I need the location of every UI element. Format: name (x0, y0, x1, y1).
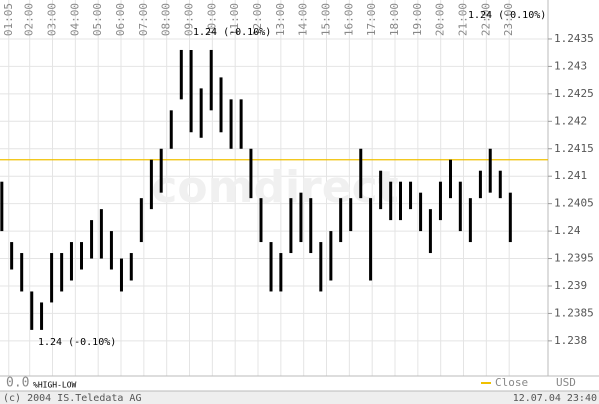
copyright: (c) 2004 IS.Teledata AG (3, 393, 141, 404)
x-tick-label: 19:00 (411, 3, 424, 36)
y-tick-label: 1.239 (554, 279, 587, 292)
grid (0, 0, 548, 376)
y-tick-label: 1.242 (554, 114, 587, 127)
currency: USD (556, 376, 576, 389)
footer-bg (0, 391, 599, 404)
x-tick-label: 15:00 (320, 3, 333, 36)
y-tick-label: 1.2385 (554, 306, 594, 319)
y-tick-label: 1.2405 (554, 197, 594, 210)
x-tick-label: 11:00 (228, 3, 241, 36)
scale-start: 0.0 (6, 376, 29, 391)
x-tick-label: 14:00 (297, 3, 310, 36)
annotation: 1.24 (-0.10%) (468, 10, 546, 21)
y-tick-label: 1.2415 (554, 142, 594, 155)
annotation: 1.24 (-0.10%) (193, 27, 271, 38)
annotation: 1.24 (-0.10%) (38, 337, 116, 348)
x-tick-label: 02:00 (23, 3, 36, 36)
x-tick-label: 18:00 (388, 3, 401, 36)
x-tick-label: 22:00 (479, 3, 492, 36)
y-tick-label: 1.24 (554, 224, 581, 237)
scale-mode: %HIGH-LOW (33, 381, 77, 390)
y-tick-label: 1.241 (554, 169, 587, 182)
x-tick-label: 21:00 (457, 3, 470, 36)
x-tick-label: 06:00 (114, 3, 127, 36)
y-tick-label: 1.2425 (554, 87, 594, 100)
legend-label: Close (495, 376, 528, 389)
x-tick-label: 07:00 (137, 3, 150, 36)
x-tick-label: 03:00 (46, 3, 59, 36)
y-tick-label: 1.2395 (554, 252, 594, 265)
x-tick-label: 05:00 (91, 3, 104, 36)
y-tick-label: 1.238 (554, 334, 587, 347)
y-tick-label: 1.2435 (554, 32, 594, 45)
x-tick-label: 13:00 (274, 3, 287, 36)
x-tick-label: 17:00 (365, 3, 378, 36)
x-tick-label: 04:00 (68, 3, 81, 36)
x-tick-label: 10:00 (205, 3, 218, 36)
x-tick-label: 09:00 (183, 3, 196, 36)
x-tick-label: 23:00 (502, 3, 515, 36)
x-tick-label: 20:00 (434, 3, 447, 36)
watermark: comdirect (151, 162, 398, 213)
x-tick-label: 08:00 (160, 3, 173, 36)
x-tick-label: 16:00 (342, 3, 355, 36)
x-tick-label: 12:00 (251, 3, 264, 36)
x-tick-label: 01:05 (2, 3, 15, 36)
timestamp: 12.07.04 23:40 (513, 393, 597, 404)
y-tick-label: 1.243 (554, 59, 587, 72)
